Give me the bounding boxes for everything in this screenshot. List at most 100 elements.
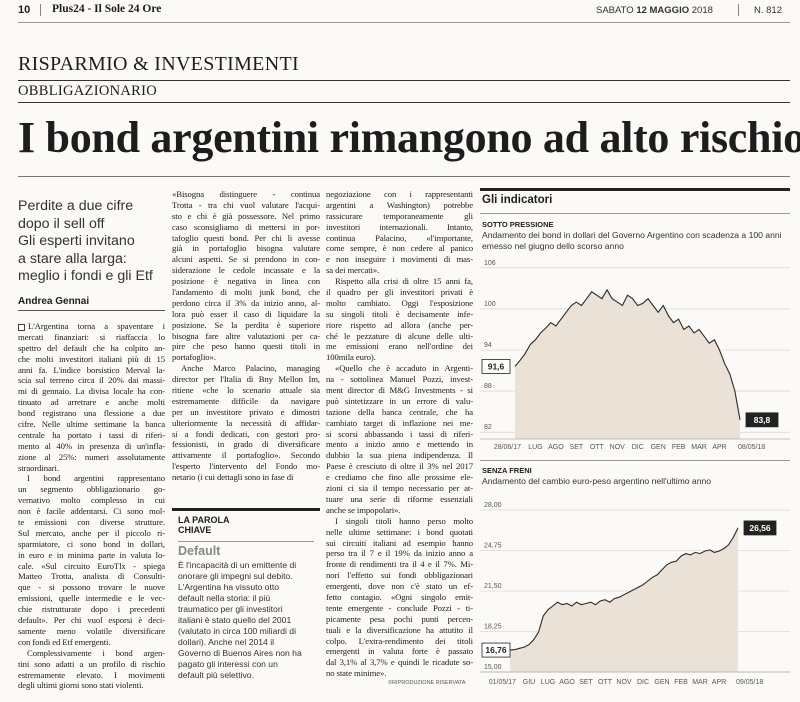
text-line: anche se impopolari». (326, 504, 401, 515)
text-line: «Quello che è accaduto in Argenti- (335, 363, 473, 374)
value-label: 26,56 (749, 523, 771, 533)
y-tick-label: 88 (484, 383, 492, 390)
text-line: negoziazione con i rappresentanti (326, 189, 473, 199)
text-line: Matteo Trotta, analista di Consulti- (18, 571, 165, 582)
text-line: ritiene «che lo scenario attuale sia (172, 385, 320, 396)
text-line: siderazione le cedole incassate e la (172, 265, 320, 276)
text-line: posizione è negativa in linea con (172, 276, 320, 287)
chart-kicker: SENZA FRENI (482, 466, 532, 475)
text-line: sto e chi è già possessore. Nel primo (172, 210, 320, 221)
y-tick-label: 24,75 (484, 543, 502, 550)
text-line: default». Per chi vuol esporsi è deci- (18, 615, 165, 626)
x-tick-label: FEB (674, 679, 688, 686)
text-line: L'Argentina torna a spaventare i (18, 321, 165, 332)
text-line: e non inseguire i movimenti di mas- (326, 254, 473, 265)
text-line: na - sottolinea Manuel Pozzi, invest- (326, 374, 473, 385)
area (510, 527, 738, 672)
text-line: il quadro per gli investitori privati è (326, 287, 473, 298)
chart-title: Andamento del cambio euro-peso argentino… (482, 476, 712, 486)
x-tick-label: NOV (616, 679, 632, 686)
text-line: posizione. Se la perdita è superiore (172, 319, 320, 330)
text-line: nelle ultime settimane: i bond quotati (326, 526, 473, 537)
x-tick-label: DIC (637, 679, 649, 686)
headline: I bond argentini rimangono ad alto risch… (18, 113, 800, 162)
subsection: OBBLIGAZIONARIO (18, 83, 158, 99)
text-line: te emissioni con diverse strutture. (18, 517, 165, 528)
x-tick-label: APR (712, 679, 726, 686)
separator (738, 4, 739, 16)
text-line: emissioni, quelle intermedie e le vec- (18, 593, 165, 604)
subtitle-line: Gli esperti invitano (18, 233, 135, 249)
text-line: alcuni aspetti. Se si prendono in con- (172, 254, 320, 265)
text-line: perso tra il 7 e il 19% da inizio anno a (326, 548, 473, 559)
text-line: sui circuiti italiani ad esempio hanno (326, 537, 473, 548)
x-tick-label: LUG (528, 444, 542, 451)
box-rule (178, 541, 314, 542)
text-line: samente meno volatile diversificare (18, 625, 165, 636)
text-line: l'esperto l'intervento del Fondo mo- (172, 461, 320, 472)
text-column: negoziazione con i rappresentanti argenti… (326, 189, 473, 679)
subtitle-line: a stare alla larga: (18, 250, 127, 267)
box-heading-line: LA PAROLA (178, 515, 230, 525)
box-text-line: (valutato in circa 100 miliardi di (178, 626, 296, 636)
subtitle: Perdite a due cifre dopo il sell off Gli… (18, 198, 153, 286)
text-line: cale. «Sul circuito EuroTlx - spiega (18, 560, 165, 571)
value-label-box (743, 520, 777, 536)
y-tick-label: 82 (484, 424, 492, 431)
text-line: director per l'Italia di Bny Mellon Im, (172, 374, 320, 385)
text-line: molto cambiato. Oggi l'esposizione (326, 297, 473, 308)
box-heading: LA PAROLA CHIAVE (178, 515, 320, 535)
date-day: 12 MAGGIO (636, 5, 690, 16)
text-line: «Bisogna distinguere - continua (172, 189, 320, 199)
text-line: continua Palacino, «l'importante, (326, 232, 473, 243)
text-line: sparmiatore, ci sono bond in dollari, (18, 538, 165, 549)
text-line: colpo. L'extra-rendimento dei titoli (326, 635, 473, 646)
rule (18, 176, 790, 177)
box-text-line: onorare gli impegni sul debito. (178, 571, 293, 581)
box-text-line: pagato gli interessi con un (178, 659, 278, 669)
text-line: chie ristrutturate dopo i precedenti (18, 604, 165, 615)
text-line: bisogna fare altre valutazioni per ca- (172, 330, 320, 341)
credit: ©RIPRODUZIONE RISERVATA (388, 680, 466, 686)
text-line: scia sul terreno circa il 20% dai massi- (18, 375, 165, 386)
y-tick-label: 18,25 (484, 624, 502, 631)
box-term: Default (178, 544, 221, 558)
text-line: tinuato ad arretrare e anche molti (18, 397, 165, 408)
line (509, 527, 739, 651)
text-line: ment director di M&G Investments - si (326, 385, 473, 396)
text-line: caso sconsigliamo di mettersi in por- (172, 221, 320, 232)
y-tick-label: 94 (484, 342, 492, 349)
text-line: emergenti, dove non c'è stato un ef- (326, 581, 473, 592)
text-line: lora può esser il caso di liquidare la (172, 308, 320, 319)
x-tick-label: APR (712, 444, 726, 451)
x-tick-label: GEN (654, 679, 669, 686)
x-tick-label: NOV (610, 444, 626, 451)
text-line: que - si possono trovare le nuove (18, 582, 165, 593)
value-label-box (745, 412, 779, 428)
text-line: già in portafoglio bisogna valutare (172, 243, 320, 254)
text-line: attivamente il portafoglio». Secondo (172, 450, 320, 461)
line (514, 288, 741, 420)
text-line: l'andamento di molti junk bond, che (172, 287, 320, 298)
box-text-line: default nella storia: il più (178, 593, 271, 603)
box-text-line: dollari). Anche nel 2014 il (178, 637, 275, 647)
text-line: ulteriormente la necessità di affidar- (172, 417, 320, 428)
text-line: Complessivamente i bond argen- (27, 647, 165, 658)
year: 2018 (691, 5, 713, 16)
text-line: dal 3,1% al 3,7% e quindi le ricadute so… (326, 657, 473, 668)
y-tick-label: 15,00 (484, 664, 502, 671)
text-line: bond registrano una flessione a due (18, 408, 165, 419)
text-line: si a fondi dedicati, con gestori pro- (172, 428, 320, 439)
y-tick-label: 100 (484, 301, 496, 308)
keyword-box: LA PAROLA CHIAVE Default È l'incapacità … (172, 508, 320, 693)
chart-kicker: SOTTO PRESSIONE (482, 220, 554, 229)
text-line: tuare una serie di riforme essenziali (326, 493, 473, 504)
date: SABATO 12 MAGGIO 2018 (596, 5, 713, 16)
text-line: netario (i cui dettagli sono in fase di (172, 472, 294, 483)
separator (40, 4, 41, 16)
text-line: I bond argentini rappresentano (27, 473, 165, 484)
text-line: fronte di rendimenti tra il 4 e il 7%. M… (326, 559, 473, 570)
y-tick-label: 106 (484, 260, 496, 267)
text-line: rassicurare temporaneamente gli (326, 210, 473, 221)
